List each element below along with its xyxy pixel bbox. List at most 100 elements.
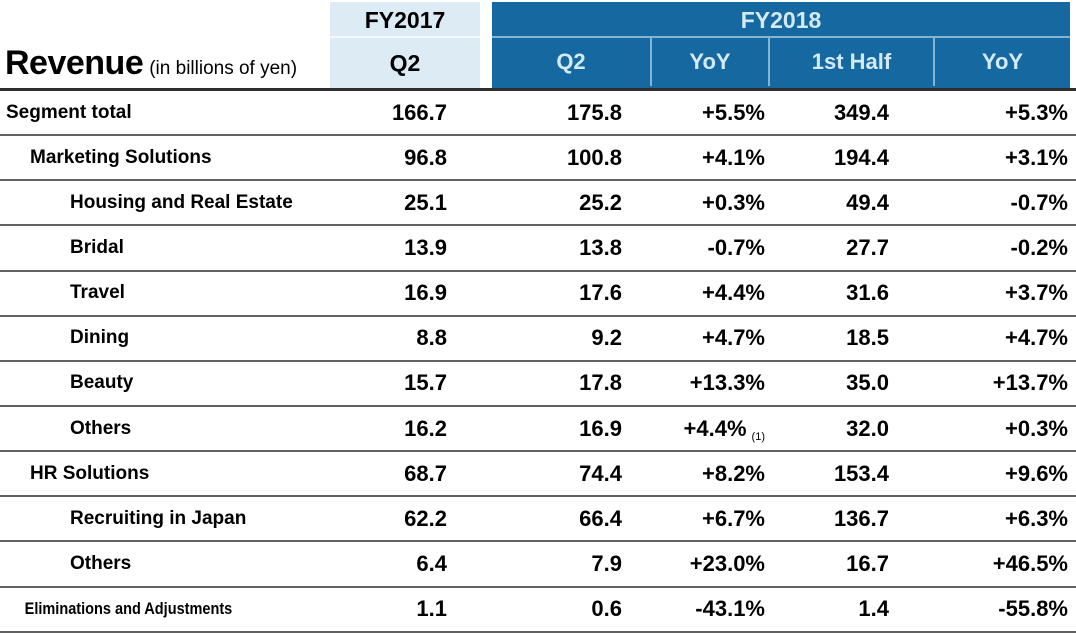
header-fy2017-group: FY2017 Q2 [330,2,480,88]
cell-fy2018-q2: 9.2 [591,325,622,351]
cell-q2-yoy: +8.2% [702,460,765,486]
cell-fy2017-q2: 15.7 [404,370,447,396]
cell-fy2018-q2: 25.2 [579,189,622,215]
cell-fy2018-q2: 175.8 [566,99,622,125]
results-table: Segment total 166.7 175.8 +5.5% 349.4 +5… [0,91,1076,633]
cell-half-yoy: +3.1% [1005,144,1068,170]
cell-q2-yoy: -0.7% [707,234,765,260]
cell-q2-yoy: +4.7% [702,325,765,351]
cell-first-half: 16.7 [846,550,889,576]
cell-first-half: 35.0 [846,370,889,396]
row-label: Beauty [70,372,134,394]
cell-fy2018-q2: 17.8 [579,370,622,396]
table-row-eliminations-adjustments: Eliminations and Adjustments 1.1 0.6 -43… [0,588,1076,633]
cell-half-yoy: -0.7% [1010,189,1068,215]
row-label: Dining [70,327,130,349]
row-label: Others [70,552,132,574]
cell-fy2017-q2: 6.4 [416,550,447,576]
row-label: Bridal [70,236,124,258]
table-row-beauty: Beauty 15.7 17.8 +13.3% 35.0 +13.7% [0,362,1076,407]
page-title-group: Revenue (in billions of yen) [5,44,297,83]
header-fy2018-q2-yoy: YoY [650,38,768,86]
header-fy2018-q2: Q2 [556,49,586,74]
cell-fy2017-q2: 68.7 [404,460,447,486]
cell-first-half: 32.0 [846,415,889,441]
cell-half-yoy: -55.8% [998,596,1068,622]
cell-first-half: 31.6 [846,280,889,306]
cell-q2-yoy: +6.7% [702,505,765,531]
cell-fy2018-q2: 17.6 [579,280,622,306]
table-row-others-marketing: Others 16.2 16.9 +4.4% (1) 32.0 +0.3% [0,407,1076,453]
cell-first-half: 136.7 [833,505,889,531]
cell-half-yoy: +9.6% [1005,460,1068,486]
cell-fy2017-q2: 16.9 [404,280,447,306]
cell-fy2018-q2: 13.8 [579,234,622,260]
header-fy2018-label: FY2018 [492,2,1070,38]
cell-fy2018-q2: 100.8 [566,144,622,170]
cell-first-half: 18.5 [846,325,889,351]
row-label: Housing and Real Estate [70,191,293,213]
cell-fy2018-q2: 16.9 [579,415,622,441]
cell-half-yoy: +0.3% [1005,415,1068,441]
table-row-others-hr: Others 6.4 7.9 +23.0% 16.7 +46.5% [0,542,1076,588]
header-fy2018-first-half: 1st Half [768,38,933,86]
table-row-segment-total: Segment total 166.7 175.8 +5.5% 349.4 +5… [0,91,1076,137]
cell-first-half: 27.7 [846,234,889,260]
cell-first-half: 153.4 [833,460,889,486]
cell-half-yoy: +13.7% [992,370,1068,396]
cell-q2-yoy: +0.3% [702,189,765,215]
cell-first-half: 49.4 [846,189,889,215]
row-label: Segment total [6,101,132,123]
table-row-marketing-solutions: Marketing Solutions 96.8 100.8 +4.1% 194… [0,136,1076,182]
header-fy2017-q2: Q2 [389,50,421,76]
page-title: Revenue [5,44,144,82]
cell-q2-yoy: +23.0% [689,550,765,576]
cell-first-half: 349.4 [833,99,889,125]
cell-fy2017-q2: 25.1 [404,189,447,215]
cell-q2-yoy: -43.1% [695,596,765,622]
table-row-housing-real-estate: Housing and Real Estate 25.1 25.2 +0.3% … [0,181,1076,227]
header-fy2018-subheaders: Q2 YoY 1st Half YoY [492,38,1070,86]
cell-fy2018-q2: 66.4 [579,505,622,531]
yoy-value: +4.4% [683,415,747,441]
header-fy2018-half-yoy: YoY [933,38,1070,86]
row-label: Recruiting in Japan [70,507,247,529]
cell-half-yoy: -0.2% [1010,234,1068,260]
cell-fy2018-q2: 74.4 [579,460,622,486]
unit-label: (in billions of yen) [149,58,298,79]
cell-fy2017-q2: 96.8 [404,144,447,170]
cell-fy2017-q2: 166.7 [391,99,447,125]
row-label: Eliminations and Adjustments [24,600,233,619]
cell-q2-yoy: +4.4% (1) [650,415,768,443]
table-row-bridal: Bridal 13.9 13.8 -0.7% 27.7 -0.2% [0,226,1076,272]
cell-q2-yoy: +5.5% [702,99,765,125]
cell-fy2017-q2: 8.8 [416,325,447,351]
header-fy2018-group: FY2018 Q2 YoY 1st Half YoY [492,2,1070,88]
cell-q2-yoy: +4.4% [702,280,765,306]
cell-first-half: 194.4 [833,144,889,170]
header-fy2017-label: FY2017 [330,2,480,38]
cell-half-yoy: +6.3% [1005,505,1068,531]
cell-half-yoy: +3.7% [1005,280,1068,306]
row-label: Marketing Solutions [30,146,212,168]
footnote-marker: (1) [751,430,765,443]
cell-fy2017-q2: 1.1 [416,596,447,622]
table-row-travel: Travel 16.9 17.6 +4.4% 31.6 +3.7% [0,272,1076,317]
cell-fy2018-q2: 7.9 [591,550,622,576]
cell-fy2017-q2: 16.2 [404,415,447,441]
cell-q2-yoy: +4.1% [702,144,765,170]
row-label: Travel [70,282,125,304]
cell-half-yoy: +4.7% [1005,325,1068,351]
cell-half-yoy: +5.3% [1005,99,1068,125]
table-header: Revenue (in billions of yen) FY2017 Q2 FY… [0,0,1076,91]
cell-q2-yoy: +13.3% [689,370,765,396]
row-label: Others [70,417,132,439]
cell-fy2017-q2: 62.2 [404,505,447,531]
cell-first-half: 1.4 [858,596,889,622]
cell-fy2018-q2: 0.6 [591,596,622,622]
cell-fy2017-q2: 13.9 [404,234,447,260]
table-row-recruiting-japan: Recruiting in Japan 62.2 66.4 +6.7% 136.… [0,497,1076,543]
cell-half-yoy: +46.5% [992,550,1068,576]
row-label: HR Solutions [30,462,150,484]
